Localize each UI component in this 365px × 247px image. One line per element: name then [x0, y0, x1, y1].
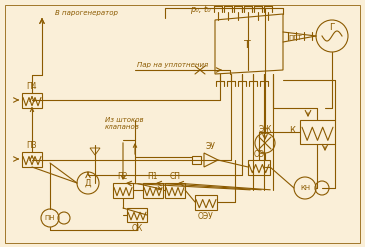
- Bar: [248, 160, 270, 175]
- Bar: [113, 183, 133, 198]
- Text: ОЭУ: ОЭУ: [198, 211, 214, 221]
- Bar: [165, 183, 185, 198]
- Text: П1: П1: [148, 171, 158, 181]
- Text: Д: Д: [85, 179, 91, 187]
- Bar: [127, 208, 147, 222]
- Bar: [22, 152, 42, 167]
- Text: ЭУ: ЭУ: [206, 142, 216, 150]
- Bar: [22, 93, 42, 108]
- Text: ПГТ: ПГТ: [288, 35, 302, 41]
- Text: ОЭ: ОЭ: [253, 149, 265, 159]
- Text: Г: Г: [329, 23, 335, 33]
- Bar: [192, 156, 201, 164]
- Text: КН: КН: [300, 185, 310, 191]
- Bar: [195, 195, 217, 210]
- Text: СП: СП: [169, 171, 181, 181]
- Text: П4: П4: [27, 82, 37, 90]
- Bar: [300, 120, 335, 144]
- Text: Т: Т: [243, 40, 250, 50]
- Text: p₀, t₀: p₀, t₀: [190, 5, 210, 15]
- Text: ЭЖ: ЭЖ: [258, 124, 272, 133]
- Text: В парогенератор: В парогенератор: [55, 10, 118, 16]
- Text: П2: П2: [118, 171, 128, 181]
- Text: К: К: [289, 125, 295, 135]
- Text: ОК: ОК: [131, 224, 143, 232]
- Bar: [143, 183, 163, 198]
- Text: П3: П3: [27, 141, 37, 149]
- Text: Из штоков
клапанов: Из штоков клапанов: [105, 117, 143, 129]
- Text: Пар на уплотнения: Пар на уплотнения: [137, 62, 208, 68]
- Text: ПН: ПН: [45, 215, 55, 221]
